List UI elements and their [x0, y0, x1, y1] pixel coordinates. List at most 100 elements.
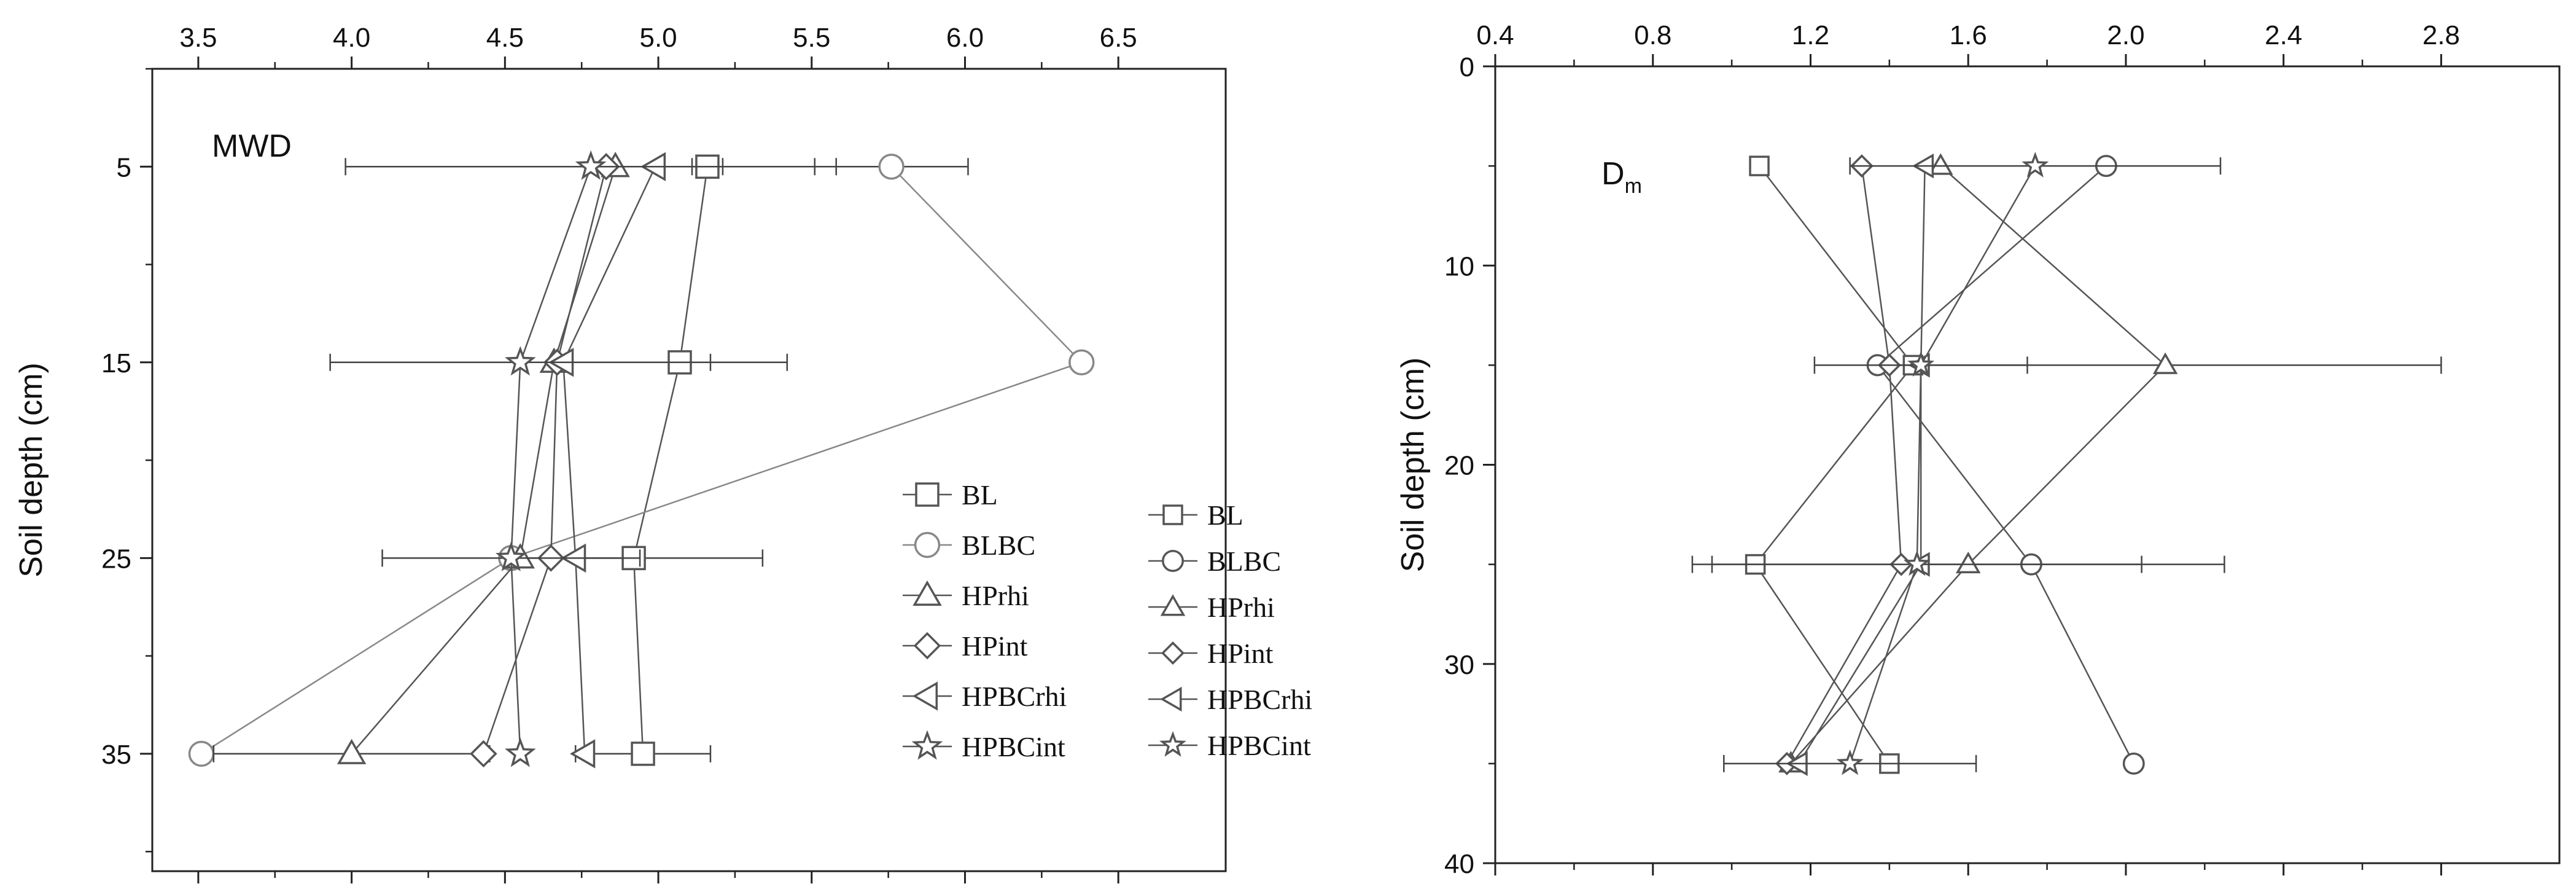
y-tick-label: 40: [1444, 849, 1474, 879]
series-BLBC: [1866, 155, 2145, 775]
panel-label: MWD: [212, 128, 292, 164]
data-point: [505, 737, 536, 767]
series-line: [632, 166, 709, 754]
x-tick-label: 4.0: [333, 23, 370, 53]
x-tick-label: 2.0: [2107, 20, 2144, 50]
legend-label: HPBCint: [962, 731, 1065, 762]
series-line: [483, 166, 607, 754]
data-point: [1903, 550, 1931, 576]
series-line: [351, 166, 617, 754]
series-HPBCrhi: [548, 152, 666, 769]
x-tick-label: 1.2: [1792, 20, 1829, 50]
data-point: [1749, 155, 1770, 176]
data-point: [470, 740, 497, 768]
legend-label: HPBCint: [1207, 730, 1311, 761]
data-point: [569, 739, 596, 769]
data-point: [505, 346, 536, 376]
series-HPrhi: [1711, 153, 2442, 773]
series-line: [1876, 165, 2134, 764]
legend-label: BL: [1207, 499, 1243, 531]
plot-frame: [151, 68, 1227, 872]
chart-panel-1: 3.5 4.0 4.5 5.0 5.5 6.0 6.5 5 15 25 35 Soil depth (…: [14, 23, 1227, 883]
data-point: [2021, 152, 2049, 178]
data-point: [337, 738, 367, 764]
series-line: [1849, 165, 2036, 764]
x-tick-label: 0.8: [1634, 20, 1671, 50]
legend-label: HPrhi: [962, 580, 1029, 611]
data-point: [1068, 349, 1095, 375]
x-tick-label: 5.5: [793, 23, 830, 53]
y-tick-label: 0: [1460, 52, 1474, 82]
data-point: [1907, 351, 1935, 377]
legend-label: HPrhi: [1207, 592, 1275, 623]
legend: BL BLBC HPrhi HPint HPBCrhi HPBCint: [903, 479, 1067, 762]
series-BLBC: [188, 154, 1095, 767]
series-line: [510, 166, 592, 754]
x-tick-label: 6.5: [1100, 23, 1137, 53]
x-tick-label: 3.5: [179, 23, 217, 53]
legend-marker: [1160, 686, 1182, 712]
series-HPint: [1775, 154, 1913, 775]
series-HPBCrhi: [1786, 153, 1934, 777]
series-HPrhi: [212, 152, 630, 764]
data-point: [1928, 153, 1953, 175]
series-line: [201, 166, 1083, 754]
legend-label: HPint: [1207, 638, 1274, 669]
y-tick-label: 25: [101, 544, 131, 574]
legend: BL BLBC HPrhi HPint HPBCrhi HPBCint: [1148, 499, 1312, 761]
data-point: [631, 742, 655, 766]
y-tick-label: 35: [101, 740, 131, 770]
series-line: [1754, 165, 1914, 764]
y-tick-label: 5: [117, 152, 131, 182]
legend-marker: [914, 531, 941, 558]
x-tick-label: 2.4: [2265, 20, 2302, 50]
series-line: [1786, 165, 1902, 764]
x-tick-label: 2.8: [2422, 20, 2460, 50]
y-tick-label: 15: [101, 348, 131, 378]
legend-label: BLBC: [962, 530, 1035, 561]
panel-label: Dm: [1601, 156, 1642, 198]
plot-frame: [1494, 65, 2561, 864]
data-point: [188, 740, 215, 767]
series-HPBCint: [1691, 152, 2222, 775]
data-point: [1836, 749, 1864, 775]
chart-panel-2: 0.4 0.8 1.2 1.6 2.0 2.4 2.8 0 10 20 30 40 Soil depth…: [1148, 20, 2561, 879]
legend-marker: [912, 681, 938, 711]
x-tick-label: 4.5: [486, 23, 524, 53]
series-BL: [504, 154, 788, 766]
legend-label: BLBC: [1207, 546, 1281, 577]
data-point: [878, 154, 905, 180]
legend-marker: [1159, 730, 1186, 757]
data-point: [495, 541, 527, 571]
legend-marker: [912, 580, 942, 606]
series-HPint: [470, 152, 620, 768]
x-tick-label: 1.6: [1950, 20, 1987, 50]
y-axis-title: Soil depth (cm): [1395, 358, 1431, 573]
series-line: [1790, 165, 2166, 764]
x-tick-label: 5.0: [639, 23, 677, 53]
legend-label: HPBCrhi: [962, 681, 1067, 712]
y-tick-label: 20: [1444, 451, 1474, 481]
legend-marker: [1161, 641, 1185, 665]
legend-marker: [913, 632, 941, 660]
data-point: [2122, 752, 2145, 775]
legend-label: BL: [962, 479, 998, 511]
data-point: [1955, 551, 1981, 574]
legend-marker: [1160, 594, 1186, 616]
x-tick-label: 6.0: [946, 23, 984, 53]
data-point: [2152, 352, 2178, 374]
series-line: [562, 166, 656, 754]
y-tick-label: 30: [1444, 650, 1474, 680]
legend-marker: [1162, 550, 1184, 572]
y-tick-label: 10: [1444, 251, 1474, 281]
series-line: [1798, 166, 1926, 764]
series-HPBCint: [329, 150, 837, 767]
legend-label: HPBCrhi: [1207, 684, 1312, 715]
panel-label-subscript: m: [1625, 174, 1642, 198]
legend-marker: [1162, 504, 1183, 525]
legend-marker: [911, 730, 943, 760]
x-tick-label: 0.4: [1476, 20, 1514, 50]
legend-label: HPint: [962, 630, 1028, 662]
data-point: [575, 150, 607, 180]
